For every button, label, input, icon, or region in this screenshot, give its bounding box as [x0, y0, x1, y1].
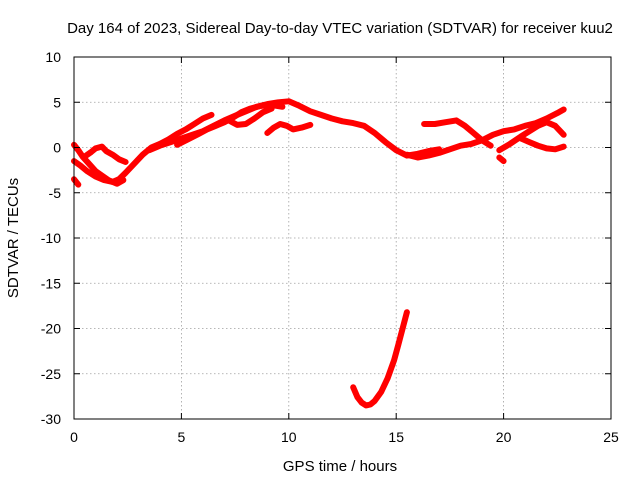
- x-tick-label: 0: [70, 429, 78, 445]
- chart-title: Day 164 of 2023, Sidereal Day-to-day VTE…: [67, 20, 613, 37]
- grid-layer: [74, 57, 611, 419]
- series-line-trace-10: [403, 106, 567, 161]
- axis-layer: 0 5 10 15 20 25 10 5 0 -5 -10 -15 -20 -25 -30: [41, 49, 619, 445]
- x-tick-label: 15: [388, 429, 404, 445]
- y-tick-label: 10: [45, 49, 61, 65]
- y-tick-label: -25: [41, 366, 61, 382]
- y-axis-title: SDTVAR / TECUs: [5, 178, 22, 298]
- y-tick-label: 5: [53, 94, 61, 110]
- series-line-trace-4: [71, 176, 82, 188]
- series-line-trace-2: [71, 141, 127, 187]
- y-tick-label: -15: [41, 275, 61, 291]
- x-tick-label: 5: [178, 429, 186, 445]
- series-line-trace-14: [496, 154, 507, 165]
- y-tick-label: -20: [41, 321, 61, 337]
- series-line-trace-8: [264, 121, 314, 136]
- x-tick-label: 20: [496, 429, 512, 445]
- x-tick-label: 25: [603, 429, 619, 445]
- x-axis-title: GPS time / hours: [283, 458, 397, 475]
- y-tick-label: -10: [41, 230, 61, 246]
- series-line-trace-9: [350, 309, 410, 409]
- series-line-trace-11: [421, 117, 494, 149]
- series-line-trace-12: [496, 119, 567, 154]
- y-tick-label: -30: [41, 411, 61, 427]
- series-line-trace-7: [225, 105, 275, 128]
- series-layer: [71, 98, 567, 409]
- series-line-trace-1: [71, 111, 215, 185]
- y-tick-label: -5: [49, 185, 62, 201]
- y-tick-label: 0: [53, 140, 61, 156]
- series-line-trace-13: [517, 135, 567, 153]
- x-tick-label: 10: [281, 429, 297, 445]
- series-line-trace-3: [81, 143, 129, 165]
